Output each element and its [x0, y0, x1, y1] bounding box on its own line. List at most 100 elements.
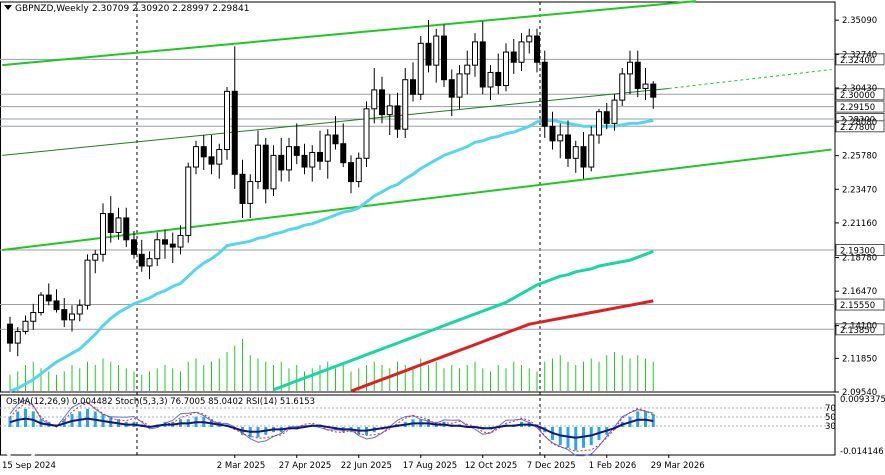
- candles: [7, 20, 657, 357]
- osc-scale-top: 0.0093375: [840, 395, 885, 405]
- candle-bearish: [510, 51, 517, 63]
- ma-line-ma-red: [350, 299, 654, 393]
- level-label: 2.19300: [840, 246, 875, 256]
- candle-bearish: [123, 217, 130, 241]
- price-tick-label: 2.30430: [842, 84, 877, 94]
- candle-bullish: [324, 134, 331, 162]
- level-label-box: [835, 323, 885, 336]
- candle-bullish: [526, 35, 533, 43]
- candle-bullish: [627, 61, 633, 75]
- candle-bullish: [270, 154, 277, 190]
- candle-bearish: [200, 146, 207, 158]
- candle-bearish: [410, 79, 416, 95]
- candle-bullish: [572, 146, 579, 159]
- level-label: 2.32400: [840, 56, 875, 66]
- candle-bullish: [433, 35, 440, 66]
- price-tick-label: 2.18780: [842, 254, 877, 264]
- candle-bullish: [456, 73, 463, 98]
- candle-bearish: [379, 89, 385, 116]
- candle-bearish: [348, 162, 354, 183]
- price-axis: 2.35090 2.32740 2.30430 2.28080 2.25780 2.234…: [835, 16, 877, 398]
- level-label: 2.29150: [840, 103, 875, 113]
- osc-level-label: 70: [825, 404, 836, 414]
- candle-bearish: [208, 156, 215, 165]
- candle-bearish: [479, 41, 486, 88]
- candle-bullish: [472, 41, 478, 66]
- candle-bullish: [371, 89, 378, 110]
- level-label-box: [835, 243, 885, 256]
- rsi-line: [9, 417, 654, 439]
- chart-grid: [0, 1, 836, 456]
- candle-bearish: [441, 35, 447, 81]
- chart-header: GBPNZD,Weekly 2.30709 2.30920 2.28997 2.…: [4, 4, 249, 14]
- horizontal-levels: 2.324002.300002.291502.283002.278002.193…: [0, 53, 885, 336]
- candle-bullish: [464, 64, 471, 75]
- candle-bullish: [557, 134, 564, 142]
- price-tick-label: 2.28080: [842, 118, 877, 128]
- candle-bullish: [255, 144, 261, 183]
- osc-scale-bottom: -0.014146: [840, 447, 884, 457]
- level-label: 2.15550: [840, 301, 875, 311]
- candle-bearish: [107, 213, 114, 234]
- candle-bearish: [534, 35, 540, 63]
- time-axis-label: 22 Jun 2025: [341, 461, 392, 471]
- candle-bearish: [549, 125, 556, 142]
- candle-bullish: [487, 71, 494, 88]
- candle-bearish: [131, 239, 137, 255]
- candle-bearish: [53, 300, 60, 311]
- ma-line-ma-teal: [272, 249, 654, 392]
- time-axis-label: 15 Sep 2024: [2, 461, 56, 471]
- candle-bearish: [394, 105, 401, 130]
- level-label-box: [835, 120, 885, 133]
- candle-bearish: [340, 143, 347, 164]
- candle-bearish: [541, 61, 548, 127]
- candle-bullish: [596, 111, 602, 136]
- time-axis-label: 2 Mar 2025: [217, 461, 265, 471]
- trendline-channel-lower: [2, 148, 832, 251]
- candle-bullish: [588, 134, 595, 168]
- candle-bullish: [146, 258, 153, 267]
- price-tick-label: 2.35090: [842, 16, 877, 26]
- candle-bullish: [154, 239, 161, 260]
- level-label-box: [835, 298, 885, 311]
- candle-bullish: [177, 234, 184, 248]
- chevron-down-icon[interactable]: [4, 5, 12, 10]
- time-axis-label: 17 Aug 2025: [403, 461, 457, 471]
- candle-bearish: [293, 146, 300, 156]
- level-label: 2.13850: [840, 326, 875, 336]
- candle-bearish: [425, 42, 432, 66]
- candle-bullish: [518, 41, 525, 63]
- candle-bearish: [565, 134, 571, 159]
- candle-bearish: [301, 154, 308, 168]
- price-tick-label: 2.32740: [842, 50, 877, 60]
- ohlc-values: 2.30709 2.30920 2.28997 2.29841: [92, 4, 249, 14]
- candle-bearish: [278, 154, 285, 171]
- osc-level-label: 30: [825, 422, 836, 432]
- level-label-box: [835, 53, 885, 66]
- candle-bullish: [247, 181, 254, 204]
- candle-bearish: [317, 151, 323, 162]
- candle-bullish: [100, 213, 106, 255]
- candle-bullish: [193, 146, 199, 168]
- candle-bearish: [332, 134, 339, 145]
- price-tick-label: 2.25780: [842, 152, 877, 162]
- price-tick-label: 2.09540: [842, 388, 877, 398]
- level-label: 2.27800: [840, 123, 875, 133]
- candle-bullish: [30, 312, 37, 322]
- candle-bullish: [185, 166, 192, 236]
- oscillator-label: OsMA(12,26,9) 0.004482 Stoch(5,3,3) 76.7…: [6, 397, 315, 407]
- oscillator-panel-frame: [0, 394, 836, 456]
- candle-bearish: [495, 71, 502, 87]
- stoch-signal-line: [9, 402, 654, 452]
- candle-bullish: [417, 42, 424, 95]
- osc-level-label: 50: [825, 413, 836, 423]
- candle-bullish: [216, 149, 223, 165]
- instaforex-logo: [5, 432, 37, 464]
- candle-bullish: [503, 51, 509, 87]
- candle-bullish: [38, 294, 44, 314]
- candle-bullish: [69, 313, 75, 321]
- candle-bullish: [14, 330, 21, 344]
- symbol-timeframe: GBPNZD,Weekly: [15, 4, 89, 14]
- candle-bullish: [611, 99, 618, 124]
